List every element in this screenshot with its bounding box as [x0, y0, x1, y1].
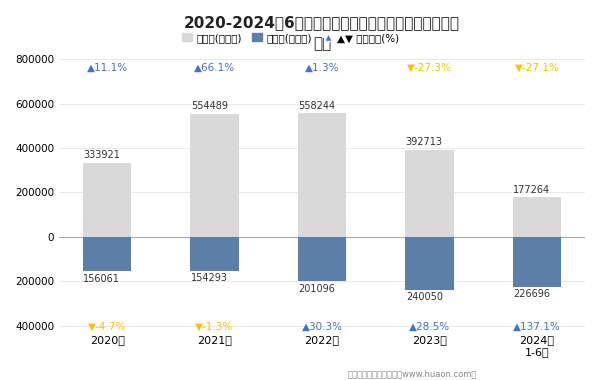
Text: ▲11.1%: ▲11.1%: [86, 62, 128, 73]
Bar: [513, 197, 561, 237]
Text: 226696: 226696: [513, 289, 550, 299]
Text: 240050: 240050: [406, 292, 443, 302]
Text: 154293: 154293: [191, 273, 228, 283]
Bar: [83, 237, 131, 271]
Text: ▲28.5%: ▲28.5%: [409, 322, 450, 332]
Bar: [513, 237, 561, 287]
Text: 333921: 333921: [83, 150, 121, 160]
Text: ▲66.1%: ▲66.1%: [194, 62, 235, 73]
Bar: [298, 113, 346, 237]
Text: 554489: 554489: [191, 101, 228, 111]
Text: 392713: 392713: [406, 137, 443, 147]
Title: 2020-2024年6月郴州市商品收发货人所在地进、出口额
统计: 2020-2024年6月郴州市商品收发货人所在地进、出口额 统计: [184, 15, 460, 51]
Text: 制图：华经产业研究院（www.huaon.com）: 制图：华经产业研究院（www.huaon.com）: [348, 369, 478, 378]
Text: 201096: 201096: [298, 283, 335, 294]
Text: 558244: 558244: [298, 101, 335, 111]
Text: ▼-1.3%: ▼-1.3%: [196, 322, 233, 332]
Text: 156061: 156061: [83, 274, 121, 283]
Text: ▲137.1%: ▲137.1%: [513, 322, 561, 332]
Bar: [190, 237, 239, 271]
Bar: [190, 114, 239, 237]
Text: ▲1.3%: ▲1.3%: [305, 62, 339, 73]
Bar: [405, 237, 454, 290]
Text: 177264: 177264: [513, 185, 550, 195]
Text: ▼-27.3%: ▼-27.3%: [407, 62, 452, 73]
Text: ▼-27.1%: ▼-27.1%: [514, 62, 559, 73]
Text: ▲30.3%: ▲30.3%: [301, 322, 343, 332]
Bar: [83, 163, 131, 237]
Bar: [405, 150, 454, 237]
Bar: [298, 237, 346, 282]
Legend: 出口额(万美元), 进口额(万美元), ▲▼ 同比增长(%): 出口额(万美元), 进口额(万美元), ▲▼ 同比增长(%): [178, 29, 403, 47]
Text: ▼-4.7%: ▼-4.7%: [88, 322, 126, 332]
